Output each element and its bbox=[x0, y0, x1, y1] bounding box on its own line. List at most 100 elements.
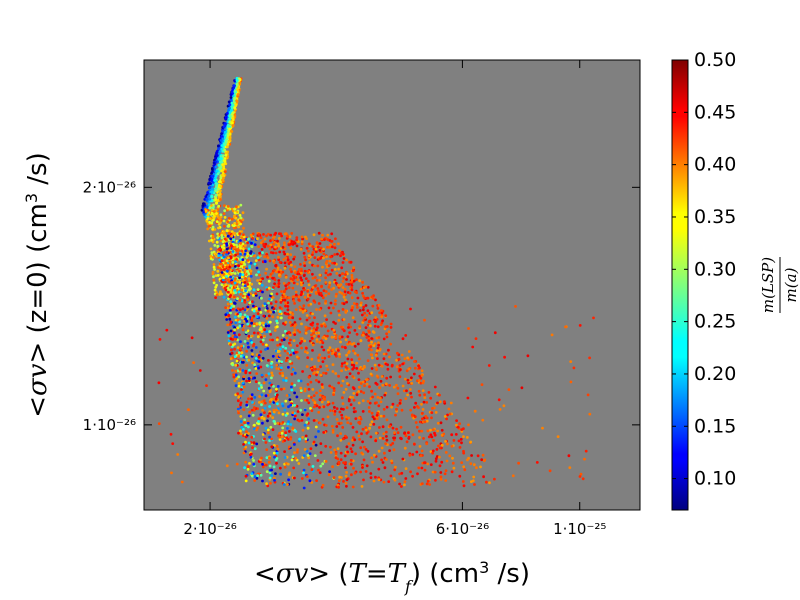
scatter-point bbox=[382, 407, 386, 411]
scatter-point bbox=[365, 431, 369, 435]
scatter-point bbox=[350, 273, 354, 277]
scatter-point bbox=[395, 427, 398, 431]
scatter-point bbox=[278, 432, 281, 435]
scatter-point bbox=[225, 247, 229, 251]
scatter-point bbox=[355, 430, 359, 434]
scatter-point bbox=[387, 330, 391, 334]
scatter-point bbox=[284, 359, 288, 363]
scatter-point bbox=[376, 346, 380, 350]
scatter-point bbox=[391, 402, 395, 406]
scatter-point bbox=[258, 333, 262, 337]
scatter-point bbox=[385, 332, 388, 336]
scatter-point bbox=[241, 258, 245, 261]
scatter-point bbox=[418, 436, 421, 439]
scatter-point bbox=[283, 261, 287, 265]
scatter-point bbox=[395, 365, 399, 369]
scatter-point bbox=[389, 342, 392, 346]
scatter-point bbox=[437, 444, 440, 448]
scatter-point bbox=[223, 143, 227, 147]
scatter-point bbox=[239, 241, 243, 245]
scatter-point bbox=[299, 389, 303, 392]
scatter-point bbox=[260, 248, 264, 251]
scatter-point bbox=[241, 307, 245, 311]
scatter-point bbox=[401, 384, 405, 388]
scatter-point bbox=[452, 439, 456, 442]
scatter-point bbox=[355, 332, 359, 336]
scatter-point bbox=[256, 335, 260, 339]
scatter-point bbox=[314, 367, 317, 371]
scatter-point bbox=[303, 296, 307, 299]
scatter-point bbox=[239, 401, 243, 405]
scatter-point bbox=[344, 387, 348, 391]
scatter-point bbox=[268, 381, 272, 385]
scatter-point bbox=[366, 323, 370, 327]
scatter-point bbox=[247, 414, 251, 418]
scatter-point bbox=[318, 273, 322, 277]
scatter-point bbox=[215, 169, 219, 173]
scatter-point bbox=[256, 474, 259, 477]
scatter-point bbox=[295, 244, 299, 248]
scatter-point bbox=[291, 348, 294, 352]
scatter-point bbox=[232, 305, 236, 308]
scatter-point bbox=[362, 331, 365, 334]
scatter-point bbox=[227, 297, 230, 301]
scatter-point bbox=[409, 408, 413, 412]
scatter-point bbox=[233, 355, 237, 359]
scatter-point bbox=[208, 197, 212, 201]
scatter-point bbox=[243, 466, 247, 470]
scatter-point bbox=[238, 232, 242, 236]
scatter-point bbox=[281, 374, 285, 378]
scatter-point bbox=[351, 485, 355, 489]
scatter-point bbox=[246, 241, 250, 245]
scatter-point bbox=[371, 304, 375, 308]
scatter-point bbox=[234, 284, 237, 288]
scatter-point bbox=[342, 295, 346, 299]
scatter-point bbox=[326, 334, 329, 338]
scatter-point bbox=[236, 392, 240, 396]
scatter-point bbox=[205, 197, 209, 201]
scatter-point bbox=[250, 341, 254, 344]
scatter-point bbox=[377, 341, 380, 345]
scatter-point bbox=[255, 372, 259, 375]
scatter-point bbox=[253, 423, 256, 427]
scatter-point bbox=[298, 330, 302, 334]
scatter-point bbox=[255, 476, 259, 480]
scatter-point bbox=[383, 466, 387, 470]
scatter-point bbox=[246, 298, 250, 301]
scatter-point bbox=[421, 417, 424, 421]
scatter-point bbox=[253, 447, 257, 451]
scatter-point bbox=[346, 357, 350, 361]
scatter-point bbox=[245, 363, 249, 367]
scatter-point bbox=[218, 258, 222, 262]
scatter-point bbox=[497, 398, 501, 402]
scatter-point bbox=[241, 218, 245, 222]
scatter-point bbox=[412, 372, 416, 376]
scatter-point bbox=[444, 469, 448, 473]
scatter-point bbox=[503, 355, 506, 359]
scatter-point bbox=[272, 242, 275, 246]
scatter-point bbox=[274, 458, 278, 462]
scatter-point bbox=[239, 394, 243, 398]
scatter-point bbox=[273, 455, 276, 459]
scatter-point bbox=[379, 400, 383, 404]
scatter-point bbox=[333, 261, 336, 265]
scatter-point bbox=[277, 285, 280, 289]
scatter-point bbox=[311, 349, 314, 352]
scatter-point bbox=[268, 456, 271, 460]
scatter-point bbox=[326, 329, 330, 333]
scatter-point bbox=[292, 295, 295, 299]
scatter-point bbox=[406, 356, 409, 360]
scatter-point bbox=[375, 417, 379, 420]
scatter-point bbox=[238, 367, 242, 371]
scatter-point bbox=[223, 148, 227, 152]
scatter-point bbox=[479, 465, 482, 469]
scatter-point bbox=[249, 455, 253, 459]
scatter-point bbox=[331, 401, 335, 405]
scatter-point bbox=[267, 301, 270, 305]
scatter-point bbox=[374, 316, 377, 319]
scatter-point bbox=[270, 474, 274, 477]
scatter-point bbox=[462, 465, 466, 469]
scatter-point bbox=[320, 294, 324, 297]
scatter-point bbox=[472, 475, 476, 479]
scatter-point bbox=[371, 460, 374, 464]
